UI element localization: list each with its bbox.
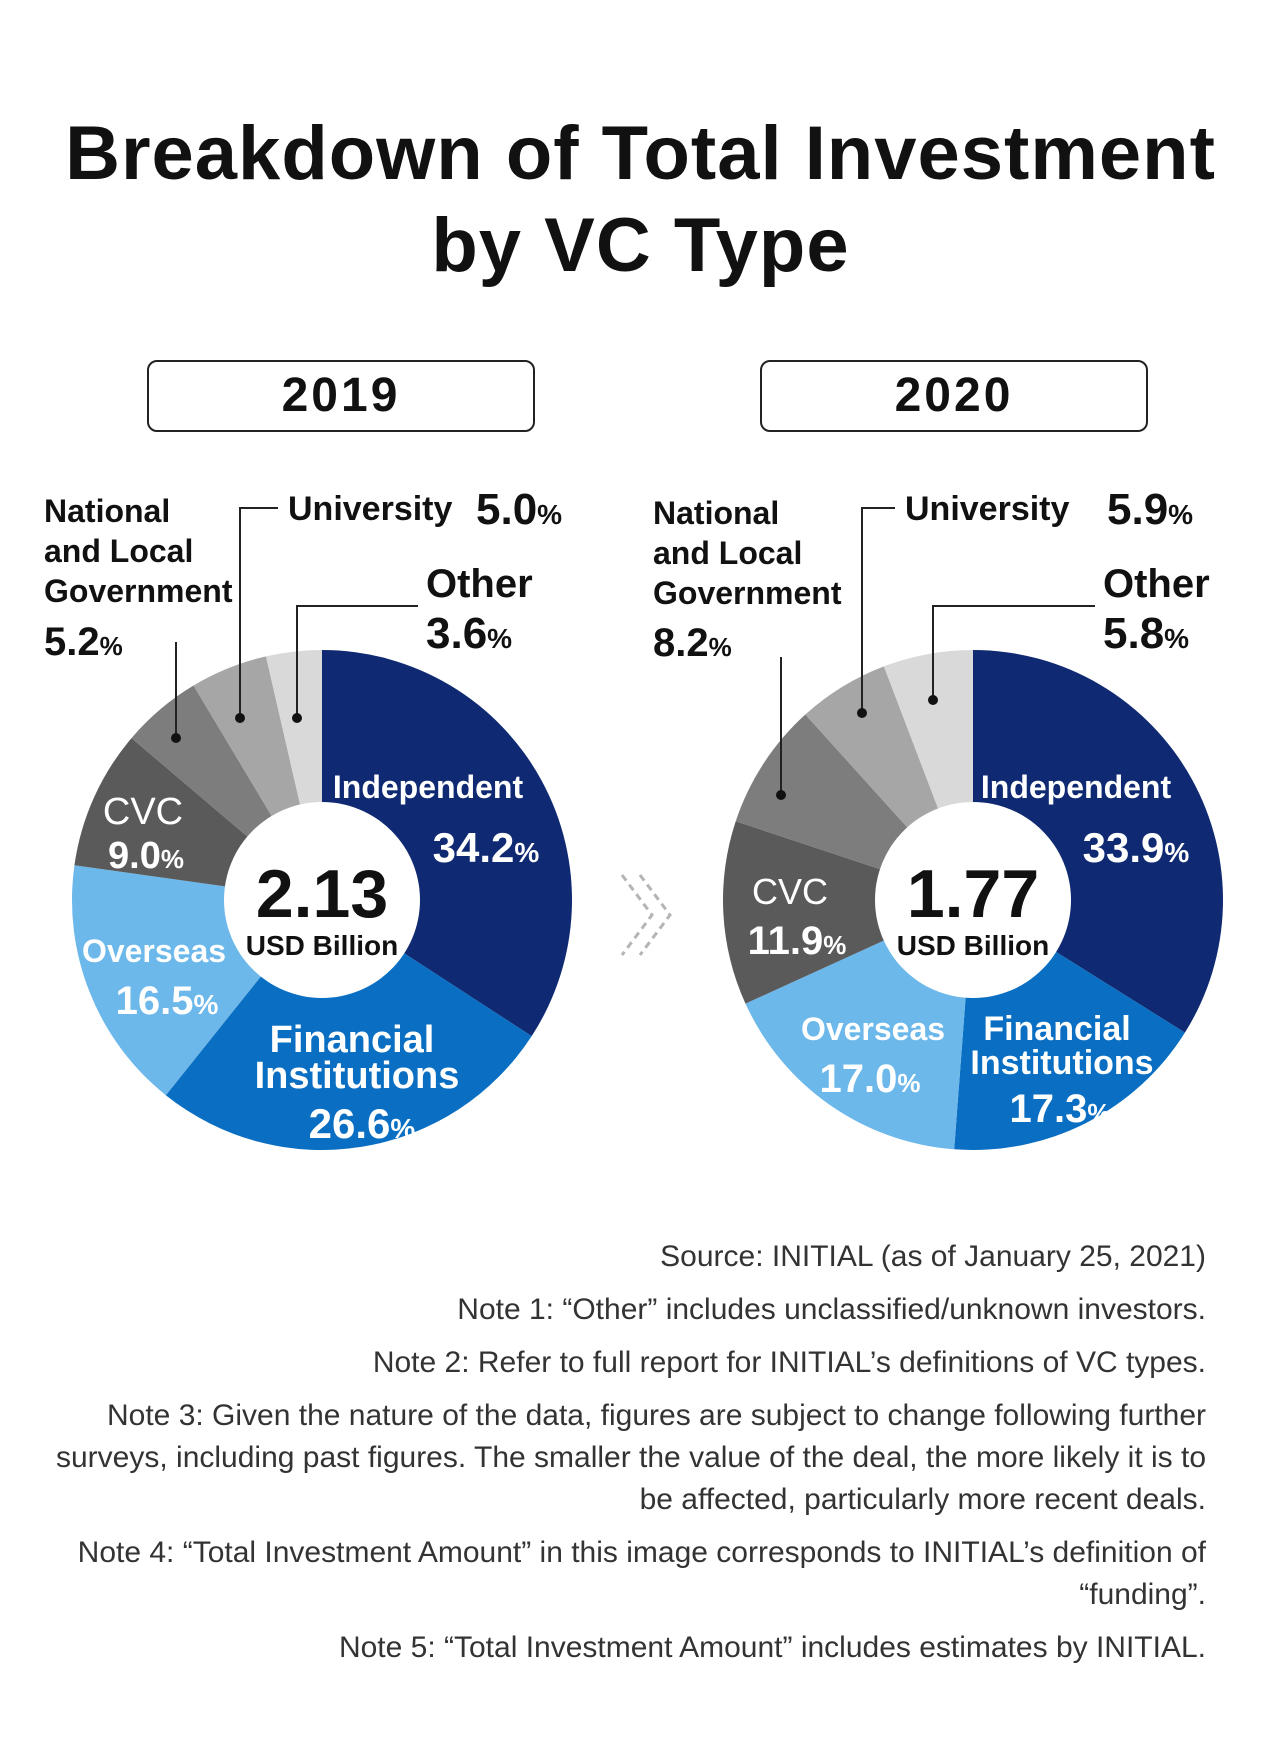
label-2020-financial-line1: Financial [983, 1010, 1130, 1048]
leader-dots-2019 [171, 713, 302, 743]
value-2019-independent: 34.2% [433, 824, 540, 871]
label-2019-financial-line2: Institutions [255, 1055, 460, 1097]
donut-chart-2020 [723, 650, 1224, 1151]
value-2020-other: 5.8% [1103, 609, 1189, 658]
center-value-2019: 2.13 [256, 856, 388, 932]
note-4: Note 4: “Total Investment Amount” in thi… [77, 1536, 1206, 1611]
donut-chart-2019 [71, 650, 572, 1150]
slice-2020-cvc [723, 821, 973, 1004]
value-2020-overseas: 17.0% [820, 1057, 921, 1101]
value-2020-gov: 8.2% [653, 621, 732, 665]
value-2019-gov: 5.2% [44, 620, 123, 664]
source-note: Source: INITIAL (as of January 25, 2021) [660, 1240, 1206, 1273]
center-unit-2020: USD Billion [897, 930, 1049, 961]
value-2019-university: 5.0% [476, 485, 562, 534]
value-2020-independent: 33.9% [1083, 824, 1190, 871]
value-2019-other: 3.6% [426, 609, 512, 658]
label-2019-independent: Independent [333, 769, 524, 805]
label-2020-independent: Independent [981, 769, 1172, 805]
chevron-right-icon [620, 874, 672, 956]
note-1: Note 1: “Other” includes unclassified/un… [457, 1293, 1206, 1326]
value-2020-financial: 17.3% [1010, 1087, 1111, 1131]
center-unit-2019: USD Billion [246, 930, 398, 961]
label-2019-gov-line2: and Local [44, 533, 193, 569]
donut-charts: Independent 34.2% Financial Institutions… [44, 485, 1224, 1151]
value-2019-overseas: 16.5% [116, 979, 219, 1023]
value-2019-cvc: 9.0% [108, 835, 184, 877]
label-2019-university: University [288, 490, 452, 528]
year-label-2019: 2019 [147, 360, 535, 432]
label-2020-overseas: Overseas [801, 1011, 945, 1047]
title-line-1: Breakdown of Total Investment [65, 111, 1216, 196]
chart-title: Breakdown of Total Investment by VC Type [0, 108, 1281, 292]
label-2019-gov-line3: Government [44, 573, 233, 609]
label-2020-university: University [905, 490, 1069, 528]
note-5: Note 5: “Total Investment Amount” includ… [338, 1631, 1206, 1664]
leader-dots-2020 [776, 695, 938, 800]
label-2020-gov-line1: National [653, 495, 779, 531]
label-2019-financial-line1: Financial [270, 1019, 435, 1061]
label-2020-cvc: CVC [752, 871, 828, 912]
leader-lines-2020 [780, 507, 1095, 795]
donut-hole-2019 [224, 802, 420, 998]
label-2019-gov-line1: National [44, 493, 170, 529]
label-2019-other: Other [426, 562, 533, 606]
center-value-2020: 1.77 [907, 856, 1039, 932]
label-2020-gov-line2: and Local [653, 535, 802, 571]
donut-hole-2020 [875, 802, 1071, 998]
chart-notes: Source: INITIAL (as of January 25, 2021)… [56, 1236, 1206, 1680]
title-line-2: by VC Type [431, 203, 850, 288]
note-3: Note 3: Given the nature of the data, fi… [56, 1399, 1207, 1516]
year-label-2020: 2020 [760, 360, 1148, 432]
label-2019-overseas: Overseas [82, 933, 226, 969]
label-2019-cvc: CVC [103, 791, 183, 833]
note-2: Note 2: Refer to full report for INITIAL… [372, 1346, 1206, 1379]
label-2020-financial-line2: Institutions [970, 1044, 1153, 1082]
slice-2019-financial-institutions [165, 900, 532, 1150]
leader-lines-2019 [175, 507, 418, 738]
label-2020-other: Other [1103, 562, 1210, 606]
value-2020-cvc: 11.9% [748, 919, 847, 963]
label-2020-gov-line3: Government [653, 575, 842, 611]
value-2019-financial: 26.6% [309, 1100, 416, 1147]
value-2020-university: 5.9% [1107, 485, 1193, 534]
